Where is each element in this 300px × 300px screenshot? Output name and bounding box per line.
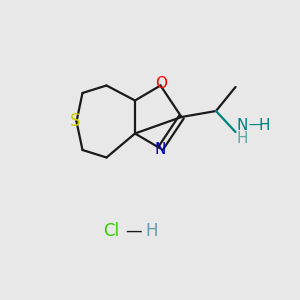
- Text: H: H: [145, 222, 158, 240]
- Text: —: —: [248, 119, 262, 133]
- Text: H: H: [259, 118, 270, 134]
- Text: S: S: [70, 112, 80, 130]
- Text: —: —: [125, 222, 142, 240]
- Text: N: N: [154, 142, 166, 158]
- Text: N: N: [236, 118, 248, 134]
- Text: O: O: [155, 76, 167, 92]
- Text: Cl: Cl: [103, 222, 119, 240]
- Text: H: H: [236, 130, 248, 146]
